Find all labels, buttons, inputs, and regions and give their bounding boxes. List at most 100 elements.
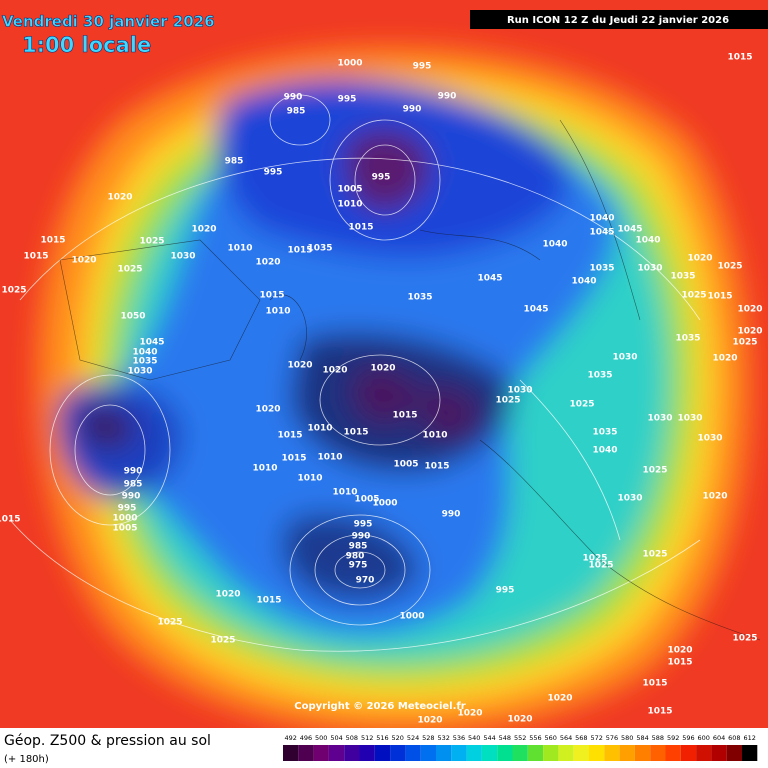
legend-swatch bbox=[298, 745, 314, 761]
isobar-label: 985 bbox=[287, 107, 306, 117]
isobar-label: 985 bbox=[225, 157, 244, 167]
isobar-label: 1020 bbox=[370, 364, 395, 374]
legend-swatch bbox=[451, 745, 467, 761]
isobar-label: 1010 bbox=[252, 464, 277, 474]
isobar-label: 1030 bbox=[612, 353, 637, 363]
isobar-label: 1035 bbox=[307, 244, 332, 254]
isobar-label: 1015 bbox=[281, 454, 306, 464]
isobar-label: 990 bbox=[403, 105, 422, 115]
isobar-label: 1040 bbox=[592, 446, 617, 456]
legend-label: 596 bbox=[682, 734, 694, 742]
isobar-label: 1020 bbox=[287, 361, 312, 371]
legend-swatch bbox=[665, 745, 681, 761]
isobar-label: 1040 bbox=[589, 214, 614, 224]
run-banner bbox=[470, 10, 768, 29]
isobar-label: 1015 bbox=[348, 223, 373, 233]
run-info: Run ICON 12 Z du Jeudi 22 janvier 2026 bbox=[507, 15, 729, 26]
isobar-label: 1025 bbox=[717, 262, 742, 272]
isobar-label: 1020 bbox=[687, 254, 712, 264]
isobar-label: 995 bbox=[496, 586, 515, 596]
legend-label: 572 bbox=[590, 734, 602, 742]
isobar-label: 1035 bbox=[589, 264, 614, 274]
isobar-label: 1005 bbox=[112, 524, 137, 534]
isobar-label: 980 bbox=[346, 552, 365, 562]
isobar-label: 1035 bbox=[675, 334, 700, 344]
isobar-label: 1020 bbox=[712, 354, 737, 364]
isobar-label: 1035 bbox=[132, 357, 157, 367]
legend-label: 588 bbox=[652, 734, 664, 742]
isobar-label: 1025 bbox=[157, 618, 182, 628]
forecast-lead: (+ 180h) bbox=[4, 754, 49, 765]
isobar-label: 1025 bbox=[681, 291, 706, 301]
legend-swatch bbox=[604, 745, 620, 761]
legend-swatch bbox=[634, 745, 651, 761]
isobar-label: 970 bbox=[356, 576, 375, 586]
isobar-label: 990 bbox=[438, 92, 457, 102]
isobar-label: 1020 bbox=[215, 590, 240, 600]
isobar-label: 990 bbox=[352, 532, 371, 542]
copyright: Copyright © 2026 Meteociel.fr bbox=[294, 701, 465, 712]
legend-swatch bbox=[619, 745, 635, 761]
isobar-label: 1010 bbox=[307, 424, 332, 434]
legend-swatch bbox=[466, 745, 482, 761]
isobar-label: 1030 bbox=[637, 264, 662, 274]
legend-label: 512 bbox=[361, 734, 373, 742]
legend-label: 516 bbox=[376, 734, 388, 742]
legend-label: 528 bbox=[422, 734, 434, 742]
isobar-label: 1030 bbox=[507, 386, 532, 396]
isobar-label: 1035 bbox=[592, 428, 617, 438]
isobar-label: 1025 bbox=[139, 237, 164, 247]
legend-label: 592 bbox=[667, 734, 679, 742]
isobar-label: 1020 bbox=[737, 327, 762, 337]
isobar-label: 1020 bbox=[191, 225, 216, 235]
isobar-label: 1030 bbox=[127, 367, 152, 377]
isobar-label: 1015 bbox=[287, 246, 312, 256]
legend-label: 608 bbox=[728, 734, 740, 742]
legend-swatch bbox=[512, 745, 528, 761]
isobar-label: 1035 bbox=[587, 371, 612, 381]
legend-swatch bbox=[573, 745, 589, 761]
legend-swatch bbox=[436, 745, 452, 761]
legend-label: 612 bbox=[743, 734, 755, 742]
legend-label: 556 bbox=[529, 734, 541, 742]
isobar-label: 1020 bbox=[322, 366, 347, 376]
legend-label: 496 bbox=[300, 734, 312, 742]
legend-swatch bbox=[527, 745, 544, 761]
isobar-label: 1020 bbox=[507, 715, 532, 725]
legend-swatch bbox=[405, 745, 421, 761]
legend-label: 560 bbox=[545, 734, 557, 742]
legend-swatch bbox=[328, 745, 345, 761]
legend-label: 500 bbox=[315, 734, 327, 742]
legend-label: 536 bbox=[453, 734, 465, 742]
isobar-label: 985 bbox=[349, 542, 368, 552]
legend-label: 576 bbox=[606, 734, 618, 742]
isobar-label: 1050 bbox=[120, 312, 145, 322]
isobar-label: 1020 bbox=[417, 716, 442, 726]
isobar-label: 1015 bbox=[259, 291, 284, 301]
legend-swatch bbox=[481, 745, 498, 761]
legend-swatch bbox=[543, 745, 559, 761]
legend-swatch bbox=[359, 745, 375, 761]
isobar-label: 1025 bbox=[569, 400, 594, 410]
isobar-label: 1025 bbox=[642, 466, 667, 476]
isobar-label: 1035 bbox=[407, 293, 432, 303]
isobar-label: 1015 bbox=[392, 411, 417, 421]
isobar-label: 1020 bbox=[457, 709, 482, 719]
legend-swatch bbox=[283, 745, 299, 761]
isobar-label: 1040 bbox=[542, 240, 567, 250]
isobar-label: 1025 bbox=[588, 561, 613, 571]
isobar-label: 1015 bbox=[707, 292, 732, 302]
isobar-label: 1015 bbox=[647, 707, 672, 717]
isobar-label: 1040 bbox=[571, 277, 596, 287]
isobar-label: 1045 bbox=[589, 228, 614, 238]
isobar-label: 1020 bbox=[107, 193, 132, 203]
isobar-label: 1010 bbox=[337, 200, 362, 210]
isobar-label: 1030 bbox=[170, 252, 195, 262]
legend-swatch bbox=[313, 745, 329, 761]
isobar-label: 995 bbox=[118, 504, 137, 514]
legend-label: 600 bbox=[698, 734, 710, 742]
isobar-label: 995 bbox=[354, 520, 373, 530]
isobar-label: 1015 bbox=[424, 462, 449, 472]
legend-swatch bbox=[742, 745, 758, 761]
